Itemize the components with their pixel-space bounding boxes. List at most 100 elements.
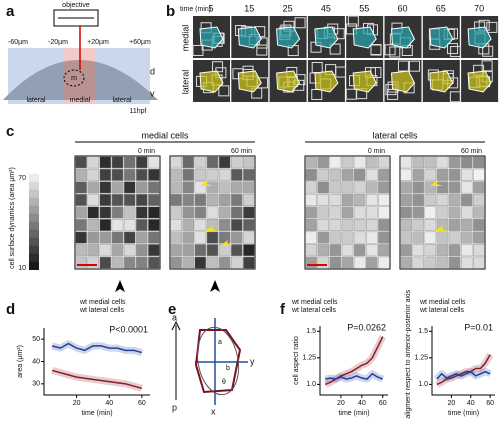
cell bbox=[182, 181, 195, 194]
cell bbox=[135, 231, 148, 244]
cell bbox=[329, 231, 342, 244]
cell bbox=[412, 156, 425, 169]
time-label: 5 bbox=[208, 3, 213, 13]
cell bbox=[317, 219, 330, 232]
cell bbox=[206, 156, 219, 169]
cell bbox=[436, 206, 449, 219]
position: -20µm bbox=[48, 39, 68, 46]
tracked-cell bbox=[237, 26, 262, 49]
time-label: 55 bbox=[359, 3, 369, 13]
cell bbox=[194, 219, 207, 232]
cell bbox=[400, 256, 412, 269]
cell bbox=[99, 244, 112, 257]
cell bbox=[412, 168, 425, 181]
cell bbox=[365, 193, 378, 206]
cell bbox=[424, 206, 437, 219]
cell-outline bbox=[294, 17, 306, 29]
cell bbox=[218, 219, 231, 232]
cell-outline bbox=[345, 88, 357, 100]
cell bbox=[329, 219, 342, 232]
annotation: P<0.0001 bbox=[109, 324, 148, 334]
cell bbox=[170, 156, 182, 169]
axes bbox=[43, 328, 150, 396]
group-title: lateral cells bbox=[372, 130, 418, 140]
region-label: medial bbox=[70, 97, 91, 104]
legend-entry: wt medial cells bbox=[79, 299, 126, 306]
cell bbox=[99, 181, 112, 194]
cell bbox=[448, 156, 461, 169]
cell bbox=[400, 219, 412, 232]
time-label: 15 bbox=[244, 3, 254, 13]
arrow bbox=[220, 240, 233, 246]
cell bbox=[341, 193, 354, 206]
cell bbox=[436, 256, 449, 269]
legend-entry: wt lateral cells bbox=[79, 307, 124, 314]
cell bbox=[329, 168, 342, 181]
stage: 11hpf bbox=[130, 108, 147, 115]
cell bbox=[305, 244, 317, 257]
tracked-cell bbox=[199, 70, 224, 93]
cell bbox=[473, 256, 485, 269]
cell bbox=[111, 168, 124, 181]
cell bbox=[436, 244, 449, 257]
cell bbox=[460, 219, 473, 232]
cell bbox=[148, 181, 160, 194]
legend-entry: wt lateral cells bbox=[291, 307, 336, 314]
cell bbox=[329, 206, 342, 219]
cell bbox=[353, 181, 366, 194]
cell bbox=[194, 168, 207, 181]
cell-outline bbox=[447, 43, 459, 55]
cell bbox=[230, 244, 243, 257]
cell bbox=[111, 231, 124, 244]
cell bbox=[353, 168, 366, 181]
cell bbox=[460, 181, 473, 194]
cell bbox=[448, 219, 461, 232]
cell bbox=[170, 256, 182, 269]
series-line bbox=[325, 372, 384, 380]
cell-outline bbox=[370, 44, 382, 56]
cell-outline bbox=[486, 21, 498, 33]
cell-outline bbox=[481, 60, 493, 72]
cell bbox=[148, 168, 160, 181]
cell bbox=[378, 181, 390, 194]
cell bbox=[317, 244, 330, 257]
cell bbox=[87, 219, 100, 232]
cell bbox=[170, 231, 182, 244]
cell bbox=[182, 206, 195, 219]
arrow bbox=[200, 180, 213, 186]
cell bbox=[341, 244, 354, 257]
tracked-cell bbox=[276, 26, 301, 49]
region bbox=[95, 48, 150, 104]
cell bbox=[412, 206, 425, 219]
cell bbox=[148, 219, 160, 232]
cell bbox=[448, 256, 461, 269]
colorbar-step bbox=[29, 222, 39, 230]
cell bbox=[400, 206, 412, 219]
cell bbox=[243, 193, 255, 206]
colorbar-step bbox=[29, 254, 39, 262]
colorbar-step bbox=[29, 206, 39, 214]
cell bbox=[87, 156, 100, 169]
cell bbox=[218, 244, 231, 257]
cell-outline bbox=[397, 60, 409, 72]
cell bbox=[75, 168, 87, 181]
cell bbox=[218, 256, 231, 269]
cell bbox=[460, 256, 473, 269]
cell bbox=[341, 219, 354, 232]
x-tick-label: 40 bbox=[358, 400, 366, 407]
cell bbox=[400, 156, 412, 169]
cell-outline bbox=[409, 60, 421, 72]
cell bbox=[412, 193, 425, 206]
axes bbox=[319, 326, 388, 396]
x-tick-label: 20 bbox=[447, 400, 455, 407]
cell bbox=[99, 256, 112, 269]
y-tick-label: 1.25 bbox=[302, 355, 316, 362]
cell bbox=[135, 181, 148, 194]
cell bbox=[230, 206, 243, 219]
axis-label: p bbox=[172, 402, 177, 412]
cell bbox=[317, 231, 330, 244]
colorbar-step bbox=[29, 246, 39, 254]
cell bbox=[329, 181, 342, 194]
cell bbox=[194, 156, 207, 169]
